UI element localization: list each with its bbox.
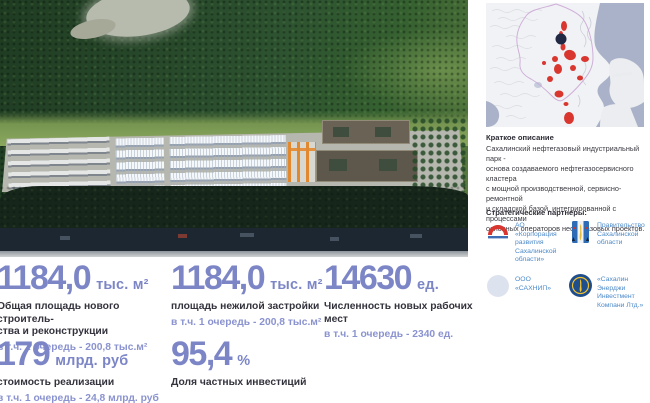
stat-unit: млрд. руб [55,353,129,369]
stat-label: Численность новых рабочих мест [324,301,473,325]
stat-value-row: 179 млрд. руб [0,337,175,371]
flat-roof-building [316,150,418,182]
tree-cluster [412,118,468,192]
stat-value-row: 1184,0 тыс. м² [0,261,175,295]
stat-number: 1184,0 [171,259,266,297]
stat-detail: в т.ч. 1 очередь - 200,8 тыс.м² [0,341,148,353]
red-roof-house [178,234,187,238]
sakhalin-government-flag-icon [568,220,592,244]
stat-number: 95,4 [171,335,233,373]
partner-name: Правительство Сахалинской области [597,222,645,247]
warehouse-rows-main [169,134,287,192]
stat-label: Общая площадь нового строитель- ства и р… [0,301,120,338]
partner-item: Правительство Сахалинской области [568,220,650,265]
warehouse-rows-left [7,136,111,192]
sakhnip-circle-logo-icon [486,274,510,298]
warehouse-rows-mid [115,137,165,189]
stat-detail: в т.ч. 1 очередь - 24,8 млрд. руб [0,392,159,403]
flat-roof-building [322,120,410,144]
stat-unit: тыс. м² [96,277,149,293]
stat-label: стоимость реализации [0,377,115,388]
partner-name: «Сахалин Энерджи Инвестмент Компани Лтд.… [597,275,644,309]
stat-unit: % [237,353,251,369]
stat-label: Доля частных инвестиций [171,377,307,388]
description-heading: Краткое описание [486,133,554,142]
partners-grid: АО «Корпорация развития Сахалинской обла… [486,220,650,310]
stat-number: 1184,0 [0,259,92,297]
stat-value-row: 95,4 % [171,337,336,371]
corporation-arc-logo-icon [486,220,510,244]
sakhalin-map-graphic [486,3,644,127]
partner-item: «Сахалин Энерджи Инвестмент Компани Лтд.… [568,274,650,310]
foreground-forest [0,186,468,232]
partner-name: АО «Корпорация развития Сахалинской обла… [515,222,557,264]
stat-total-construction-area: 1184,0 тыс. м² Общая площадь нового стро… [0,261,175,353]
stat-implementation-cost: 179 млрд. руб стоимость реализации в т.ч… [0,337,175,403]
stat-unit: ед. [417,277,439,293]
partner-item: АО «Корпорация развития Сахалинской обла… [486,220,568,265]
partners-heading: Стратегические партнеры: [486,208,587,217]
foreground-road [0,251,468,257]
partner-item: ООО «САХНИП» [486,274,568,310]
stat-unit: тыс. м² [270,277,323,293]
stat-new-jobs: 14630 ед. Численность новых рабочих мест… [324,261,489,340]
stat-detail: в т.ч. 1 очередь - 2340 ед. [324,329,454,341]
built-up-areas [542,21,589,124]
stat-number: 14630 [324,259,413,297]
stat-value-row: 14630 ед. [324,261,489,295]
stat-private-investment-share: 95,4 % Доля частных инвестиций [171,337,336,390]
park-location-marker [555,33,567,45]
foreground-town [0,228,468,252]
stat-label: площадь нежилой застройки [171,301,320,312]
location-map [486,3,644,127]
district-boundary [516,3,594,102]
stat-detail: в т.ч. 1 очередь - 200,8 тыс.м² [171,316,322,328]
stat-nonresidential-area: 1184,0 тыс. м² площадь нежилой застройки… [171,261,329,328]
aerial-render-image [0,0,468,257]
partner-name: ООО «САХНИП» [515,275,552,292]
stat-number: 179 [0,335,51,373]
stat-value-row: 1184,0 тыс. м² [171,261,329,295]
gantry-cranes [288,142,316,182]
sakhalin-energy-logo-icon [568,274,592,298]
